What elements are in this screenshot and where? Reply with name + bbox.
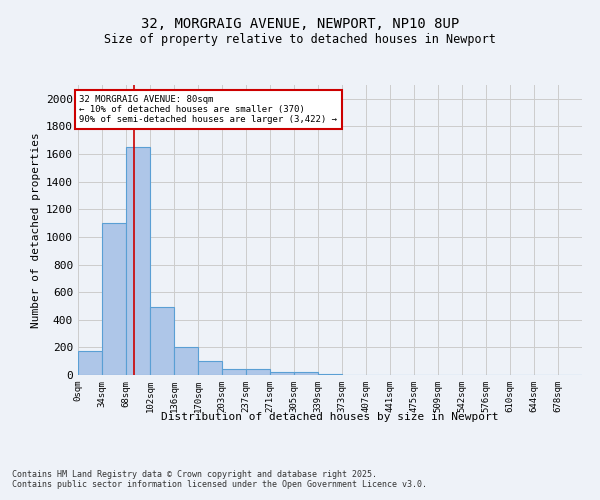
Bar [318, 374, 342, 375]
Text: Distribution of detached houses by size in Newport: Distribution of detached houses by size … [161, 412, 499, 422]
Bar [198, 361, 222, 375]
Text: Contains HM Land Registry data © Crown copyright and database right 2025.
Contai: Contains HM Land Registry data © Crown c… [12, 470, 427, 490]
Bar [126, 147, 150, 375]
Bar [294, 372, 318, 375]
Y-axis label: Number of detached properties: Number of detached properties [31, 132, 41, 328]
Bar [78, 351, 102, 375]
Bar [102, 223, 126, 375]
Text: 32 MORGRAIG AVENUE: 80sqm
← 10% of detached houses are smaller (370)
90% of semi: 32 MORGRAIG AVENUE: 80sqm ← 10% of detac… [79, 94, 337, 124]
Bar [150, 308, 174, 375]
Text: 32, MORGRAIG AVENUE, NEWPORT, NP10 8UP: 32, MORGRAIG AVENUE, NEWPORT, NP10 8UP [141, 18, 459, 32]
Bar [246, 370, 270, 375]
Bar [270, 372, 294, 375]
Text: Size of property relative to detached houses in Newport: Size of property relative to detached ho… [104, 32, 496, 46]
Bar [222, 369, 246, 375]
Bar [174, 346, 198, 375]
